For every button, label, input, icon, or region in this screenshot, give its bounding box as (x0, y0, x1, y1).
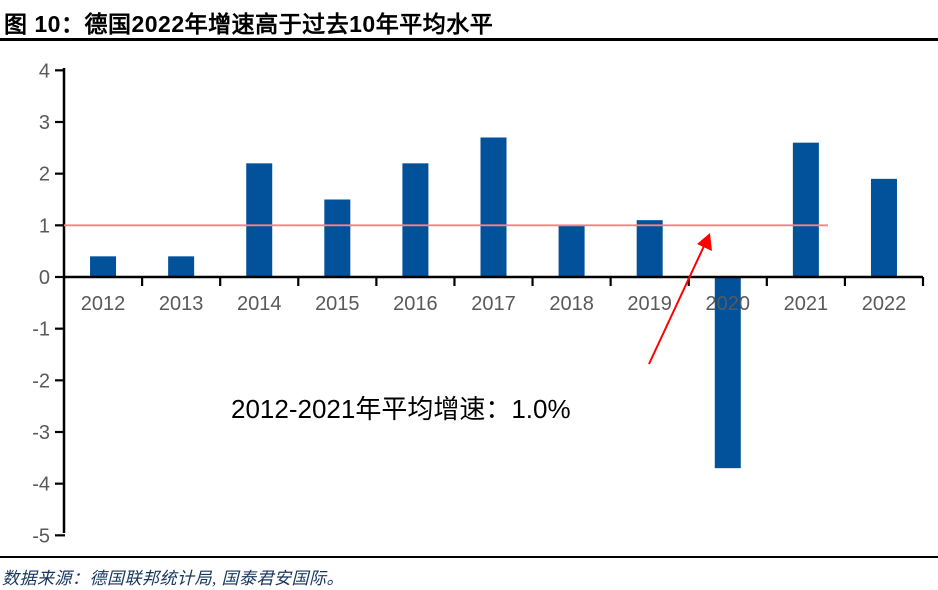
x-axis-label-2022: 2022 (862, 293, 907, 315)
y-axis-tick-label: -5 (32, 525, 50, 547)
x-axis-label-2016: 2016 (393, 293, 438, 315)
footer-divider (0, 556, 938, 558)
figure-title: 图 10：德国2022年增速高于过去10年平均水平 (4, 11, 494, 37)
y-axis-tick-label: -4 (32, 474, 50, 496)
x-axis-label-2014: 2014 (237, 293, 282, 315)
bar-2016 (402, 163, 429, 277)
bar-2017 (480, 137, 507, 277)
y-axis-tick-label: 1 (39, 215, 50, 237)
average-growth-annotation: 2012-2021年平均增速：1.0% (231, 394, 571, 424)
bar-2019 (636, 220, 663, 277)
x-axis-label-2019: 2019 (627, 293, 672, 315)
annotation-arrow-shaft (648, 245, 705, 365)
bar-2012 (90, 256, 117, 277)
y-axis-tick-label: 2 (39, 164, 50, 186)
x-axis-label-2021: 2021 (784, 293, 829, 315)
bar-2018 (558, 225, 585, 277)
y-axis-tick-label: -3 (32, 422, 50, 444)
bar-2022 (870, 178, 897, 277)
y-axis-tick-label: -2 (32, 370, 50, 392)
y-axis-tick-label: -1 (32, 319, 50, 341)
y-axis-tick-label: 3 (39, 112, 50, 134)
bar-2015 (324, 199, 351, 277)
x-axis-label-2013: 2013 (159, 293, 204, 315)
bar-2020 (714, 277, 741, 469)
bar-2014 (246, 163, 273, 277)
x-axis-label-2018: 2018 (549, 293, 594, 315)
x-axis-label-2020: 2020 (706, 293, 751, 315)
bar-2021 (792, 142, 819, 277)
y-axis-tick-label: 0 (39, 267, 50, 289)
y-axis-tick-label: 4 (39, 60, 50, 82)
x-axis-label-2012: 2012 (81, 293, 126, 315)
annotation-arrow-head (697, 233, 712, 251)
bar-2013 (168, 256, 195, 277)
title-divider (0, 38, 938, 41)
x-axis-label-2017: 2017 (471, 293, 516, 315)
x-axis-label-2015: 2015 (315, 293, 360, 315)
data-source-note: 数据来源：德国联邦统计局, 国泰君安国际。 (2, 569, 344, 588)
